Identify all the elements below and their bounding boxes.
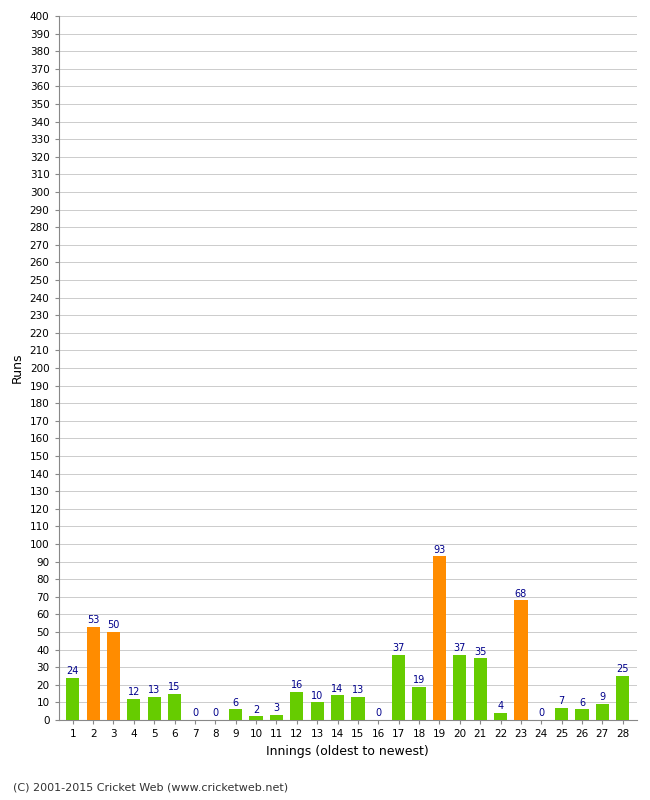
Text: 37: 37 xyxy=(454,643,466,653)
Bar xyxy=(494,713,507,720)
Text: 35: 35 xyxy=(474,646,486,657)
Text: 37: 37 xyxy=(393,643,405,653)
Text: 12: 12 xyxy=(127,687,140,697)
Bar xyxy=(453,655,467,720)
Bar xyxy=(514,600,528,720)
Bar xyxy=(250,717,263,720)
Text: 7: 7 xyxy=(558,696,565,706)
Text: 10: 10 xyxy=(311,690,323,701)
Text: 13: 13 xyxy=(352,686,364,695)
Text: 0: 0 xyxy=(213,708,218,718)
Bar xyxy=(555,708,568,720)
Text: 0: 0 xyxy=(375,708,382,718)
Text: 3: 3 xyxy=(274,703,280,713)
X-axis label: Innings (oldest to newest): Innings (oldest to newest) xyxy=(266,745,429,758)
Bar xyxy=(66,678,79,720)
Text: 0: 0 xyxy=(192,708,198,718)
Bar xyxy=(412,686,426,720)
Bar xyxy=(168,694,181,720)
Bar xyxy=(311,702,324,720)
Bar xyxy=(290,692,304,720)
Text: 25: 25 xyxy=(616,664,629,674)
Bar xyxy=(596,704,609,720)
Bar xyxy=(107,632,120,720)
Bar xyxy=(351,697,365,720)
Bar xyxy=(270,714,283,720)
Text: 13: 13 xyxy=(148,686,161,695)
Bar xyxy=(229,710,242,720)
Text: 6: 6 xyxy=(579,698,585,708)
Bar xyxy=(331,695,345,720)
Bar xyxy=(575,710,589,720)
Y-axis label: Runs: Runs xyxy=(11,353,24,383)
Text: 14: 14 xyxy=(332,683,344,694)
Text: 19: 19 xyxy=(413,675,425,685)
Text: 24: 24 xyxy=(66,666,79,676)
Bar xyxy=(392,655,406,720)
Text: 68: 68 xyxy=(515,589,527,598)
Text: 6: 6 xyxy=(233,698,239,708)
Text: 9: 9 xyxy=(599,692,605,702)
Text: 15: 15 xyxy=(168,682,181,692)
Text: 53: 53 xyxy=(87,615,99,625)
Text: 0: 0 xyxy=(538,708,544,718)
Text: 50: 50 xyxy=(107,620,120,630)
Bar xyxy=(433,556,446,720)
Bar xyxy=(616,676,629,720)
Text: 2: 2 xyxy=(253,705,259,714)
Bar xyxy=(474,658,487,720)
Bar xyxy=(148,697,161,720)
Bar xyxy=(127,699,140,720)
Bar xyxy=(86,626,99,720)
Text: (C) 2001-2015 Cricket Web (www.cricketweb.net): (C) 2001-2015 Cricket Web (www.cricketwe… xyxy=(13,782,288,792)
Text: 16: 16 xyxy=(291,680,303,690)
Text: 93: 93 xyxy=(434,545,445,554)
Text: 4: 4 xyxy=(497,701,504,711)
